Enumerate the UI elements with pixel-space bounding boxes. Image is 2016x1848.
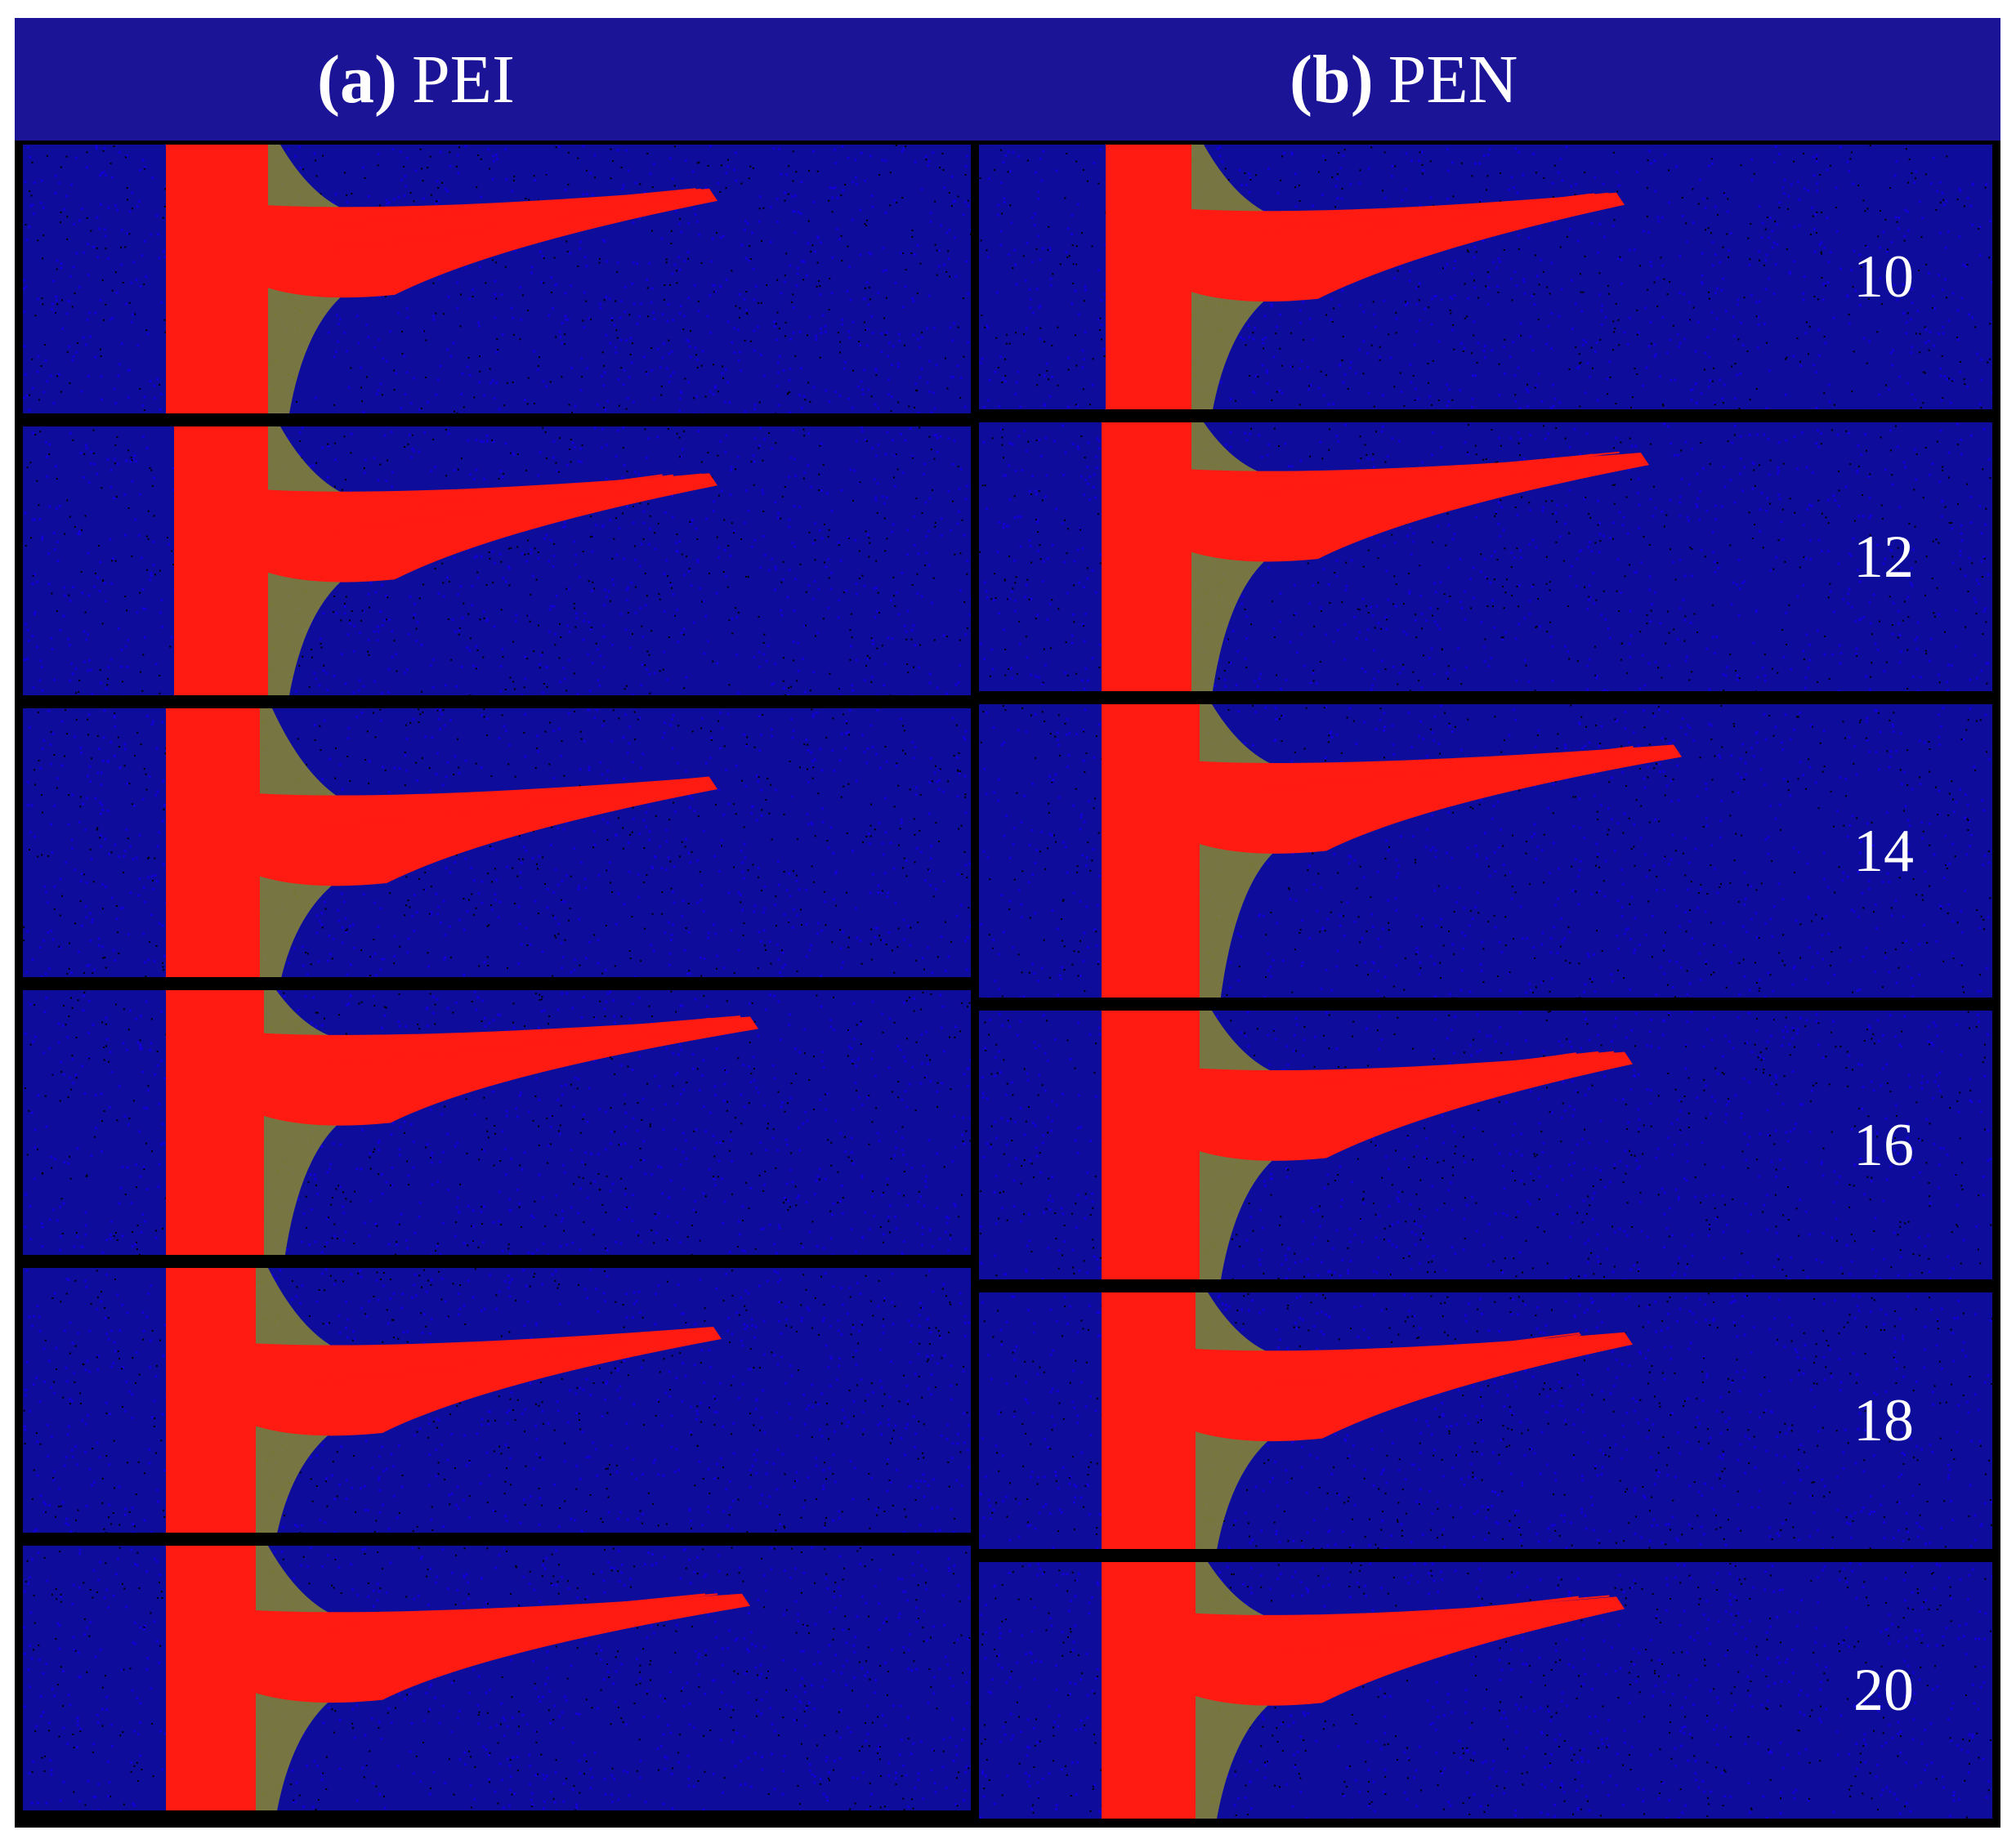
snapshot-image bbox=[979, 1292, 1992, 1554]
snapshot-image bbox=[23, 1268, 971, 1538]
snapshot-panel: 20 bbox=[979, 1562, 1992, 1823]
snapshot-panel: 14 bbox=[979, 704, 1992, 1002]
row-label: 10 bbox=[1853, 243, 1914, 310]
column-b-letter: (b) bbox=[1290, 42, 1374, 118]
snapshot-image bbox=[23, 1546, 971, 1815]
snapshot-image bbox=[979, 145, 1992, 414]
header-bar: (a) PEI (b) PEN bbox=[15, 18, 2000, 141]
snapshot-image bbox=[23, 426, 971, 700]
column-a-letter: (a) bbox=[317, 42, 397, 118]
snapshot-panel: 16 bbox=[979, 1011, 1992, 1284]
snapshot-image bbox=[979, 1562, 1992, 1823]
snapshot-panel: 18 bbox=[979, 1292, 1992, 1554]
column-b-name: PEN bbox=[1388, 42, 1518, 118]
snapshot-panel: 10 bbox=[979, 145, 1992, 414]
snapshot-image bbox=[979, 1011, 1992, 1284]
snapshot-panel bbox=[23, 708, 971, 982]
row-label: 16 bbox=[1853, 1111, 1914, 1179]
snapshot-panel: 12 bbox=[979, 422, 1992, 696]
snapshot-image bbox=[23, 708, 971, 982]
figure-frame: (a) PEI (b) PEN 10 12 14 16 18 20 bbox=[15, 18, 2000, 1828]
row-label: 20 bbox=[1853, 1657, 1914, 1724]
snapshot-panel bbox=[23, 145, 971, 418]
row-label: 18 bbox=[1853, 1387, 1914, 1454]
row-label: 14 bbox=[1853, 817, 1914, 885]
snapshot-panel bbox=[23, 426, 971, 700]
snapshot-panel bbox=[23, 1546, 971, 1815]
snapshot-image bbox=[979, 422, 1992, 696]
snapshot-image bbox=[23, 145, 971, 418]
snapshot-panel bbox=[23, 1268, 971, 1538]
snapshot-panel bbox=[23, 990, 971, 1260]
snapshot-image bbox=[23, 990, 971, 1260]
row-label: 12 bbox=[1853, 523, 1914, 591]
column-header-b: (b) PEN bbox=[1290, 46, 1518, 114]
snapshot-image bbox=[979, 704, 1992, 1002]
column-header-a: (a) PEI bbox=[317, 46, 515, 114]
column-a-name: PEI bbox=[411, 42, 515, 118]
